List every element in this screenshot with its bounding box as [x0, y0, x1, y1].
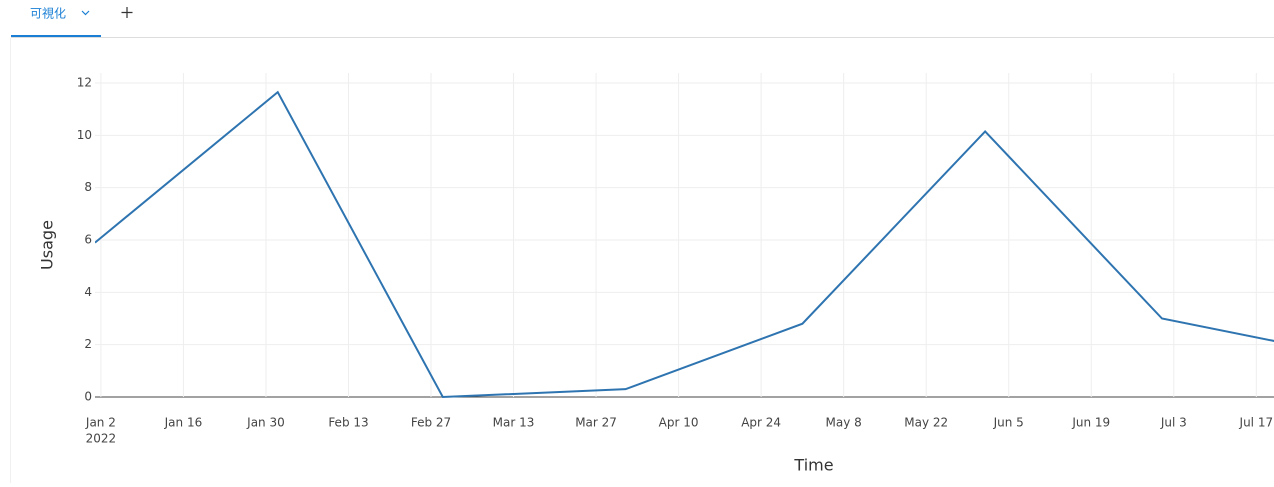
- x-tick-label: Jan 30: [246, 416, 285, 430]
- x-tick-label: Apr 24: [741, 416, 781, 430]
- x-tick-label: Feb 27: [411, 416, 451, 430]
- tab-bar: 可視化: [11, 6, 1274, 38]
- y-tick-label: 2: [84, 337, 92, 351]
- x-tick-label: Mar 27: [575, 416, 617, 430]
- x-year-label: 2022: [86, 432, 117, 446]
- tab-underline: [11, 35, 101, 37]
- y-tick-label: 10: [77, 128, 92, 142]
- x-tick-label: Jan 2: [85, 416, 116, 430]
- x-tick-label: Jul 3: [1160, 416, 1187, 430]
- x-tick-label: Jul 17: [1239, 416, 1274, 430]
- x-tick-label: May 22: [904, 416, 948, 430]
- x-tick-label: Apr 10: [659, 416, 699, 430]
- x-tick-label: Mar 13: [493, 416, 535, 430]
- y-tick-label: 4: [84, 285, 92, 299]
- add-tab[interactable]: [122, 7, 133, 18]
- y-tick-label: 6: [84, 233, 92, 247]
- y-tick-label: 12: [77, 76, 92, 90]
- x-tick-label: Feb 13: [328, 416, 368, 430]
- x-tick-label: Jun 5: [993, 416, 1024, 430]
- tab-chevron[interactable]: [82, 11, 89, 15]
- y-axis-title: Usage: [38, 220, 57, 270]
- y-tick-label: 0: [84, 390, 92, 404]
- y-tick-label: 8: [84, 180, 92, 194]
- x-axis-title: Time: [793, 456, 833, 475]
- data-line: [95, 92, 1274, 397]
- tab-label[interactable]: 可視化: [30, 6, 66, 21]
- x-tick-label: Jun 19: [1071, 416, 1110, 430]
- x-tick-label: Jan 16: [164, 416, 203, 430]
- x-tick-label: May 8: [826, 416, 862, 430]
- chart: 0 2 4 6 8 10 12 Jan 2 Jan 16 Jan 30 Feb 13 Feb 27 Ma…: [38, 73, 1274, 475]
